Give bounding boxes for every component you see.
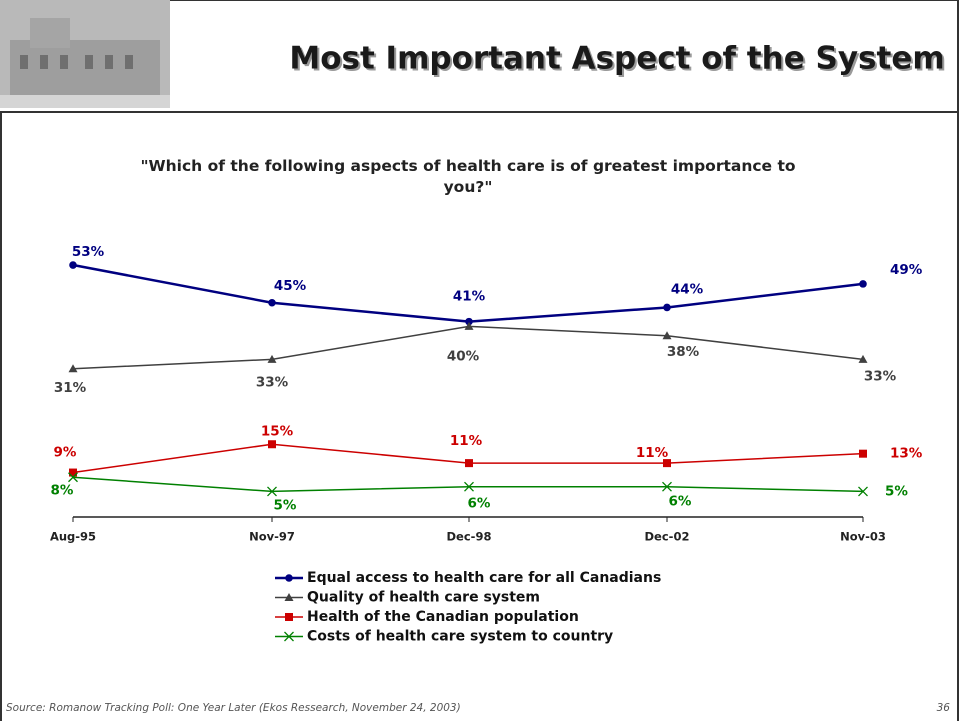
data-label: 49%: [890, 262, 923, 278]
data-label: 6%: [669, 494, 692, 510]
data-label: 13%: [890, 446, 923, 462]
data-point: [267, 354, 277, 363]
page-number: 36: [937, 702, 951, 714]
data-label: 8%: [51, 482, 74, 498]
data-label: 41%: [453, 289, 486, 305]
data-point: [464, 481, 474, 492]
x-tick-label: Nov-03: [840, 530, 886, 544]
legend-label: Health of the Canadian population: [307, 609, 579, 625]
x-tick-label: Dec-02: [645, 530, 690, 544]
data-point: [464, 321, 474, 330]
data-point: [859, 280, 867, 288]
data-label: 40%: [447, 348, 480, 364]
source-note: Source: Romanow Tracking Poll: One Year …: [6, 702, 461, 714]
data-point: [662, 481, 672, 492]
data-point: [268, 298, 276, 307]
series-line: [72, 476, 864, 493]
data-label: 44%: [671, 281, 704, 297]
x-tick-label: Nov-97: [249, 530, 295, 544]
data-label: 11%: [450, 433, 483, 449]
data-label: 38%: [667, 344, 700, 360]
legend-marker: [284, 593, 294, 601]
legend-label: Costs of health care system to country: [307, 629, 613, 645]
data-point: [68, 472, 78, 483]
legend-marker: [284, 631, 294, 642]
data-point: [663, 303, 671, 312]
legend-marker: [285, 574, 293, 582]
data-point: [69, 261, 77, 269]
data-label: 33%: [864, 368, 897, 384]
data-point: [858, 486, 868, 497]
data-point: [69, 468, 77, 477]
data-label: 6%: [468, 496, 491, 512]
legend-marker: [285, 613, 293, 621]
data-point: [663, 459, 671, 468]
chart-title: "Which of the following aspects of healt…: [140, 157, 795, 196]
data-label: 33%: [256, 374, 289, 390]
data-label: 45%: [274, 278, 307, 294]
data-point: [858, 354, 868, 363]
data-point: [68, 364, 78, 373]
data-label: 31%: [54, 380, 87, 396]
data-point: [268, 440, 276, 449]
data-point: [465, 317, 473, 326]
data-point: [267, 486, 277, 497]
slide-title: Most Important Aspect of the System: [289, 41, 944, 77]
data-point: [465, 459, 473, 468]
data-label: 9%: [54, 445, 77, 461]
legend-label: Equal access to health care for all Cana…: [307, 570, 661, 586]
legend-label: Quality of health care system: [307, 590, 540, 606]
data-label: 11%: [636, 445, 669, 461]
title-shadow: Most Important Aspect of the System: [291, 43, 946, 79]
data-label: 5%: [274, 497, 297, 513]
data-label: 15%: [261, 423, 294, 439]
data-point: [662, 331, 672, 340]
data-label: 53%: [72, 244, 105, 260]
data-label: 5%: [885, 483, 908, 499]
x-tick-label: Dec-98: [447, 530, 492, 544]
x-tick-label: Aug-95: [50, 530, 96, 544]
building-sketch: [0, 18, 170, 108]
data-point: [859, 449, 867, 458]
